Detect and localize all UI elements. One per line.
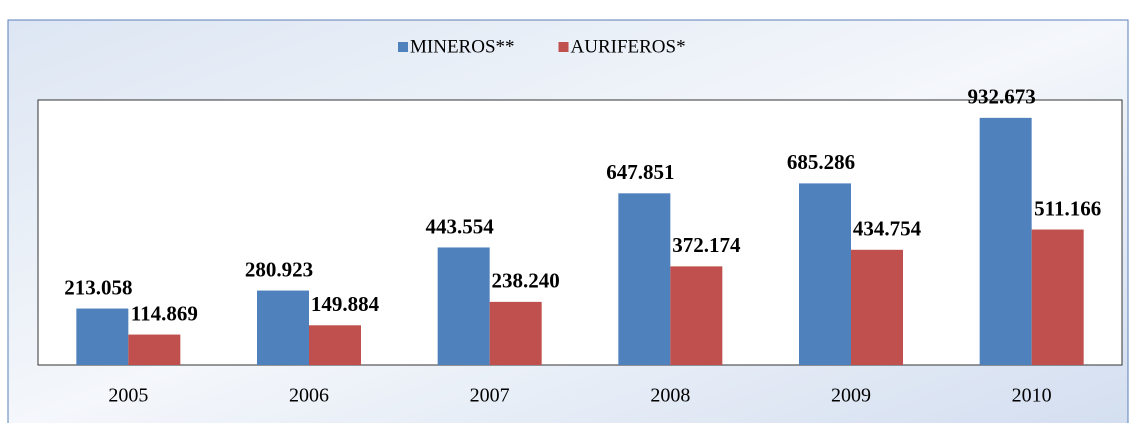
legend-swatch [558,42,569,52]
bar [799,183,851,365]
legend-label: MINEROS** [410,36,515,57]
legend-label: AURIFEROS* [571,36,686,57]
value-label: 511.166 [1034,196,1101,220]
x-tick-label: 2008 [650,385,690,407]
legend: MINEROS** AURIFEROS* [398,36,686,57]
value-label: 149.884 [311,292,380,316]
x-tick-label: 2009 [831,385,871,407]
value-label: 685.286 [787,150,855,174]
bar [309,325,361,365]
value-label: 434.754 [853,217,922,241]
x-tick-label: 2006 [289,385,329,407]
bar [437,247,490,365]
x-tick-label: 2010 [1012,385,1052,407]
bar [1031,229,1084,365]
value-label: 372.174 [672,233,741,257]
bar [128,334,181,365]
bar [851,249,903,365]
x-tick-label: 2005 [108,385,148,407]
value-label: 114.869 [131,301,198,325]
value-label: 932.673 [968,85,1036,109]
value-label: 213.058 [64,275,132,299]
legend-swatch [398,42,408,52]
x-tick-label: 2007 [470,385,510,407]
bar [489,301,542,365]
bar [76,308,129,365]
value-label: 647.851 [606,160,674,184]
bar [670,266,723,365]
value-label: 443.554 [426,214,495,238]
value-label: 238.240 [492,269,560,293]
bar [979,117,1032,366]
bar [257,290,309,365]
value-label: 280.923 [245,257,313,281]
bar [618,193,671,365]
plot-area [37,99,1123,366]
